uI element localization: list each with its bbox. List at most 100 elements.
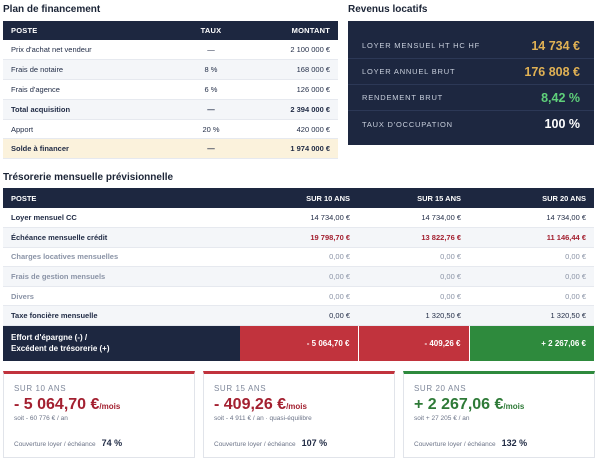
table-row: Frais de gestion mensuels 0,00 € 0,00 € …: [3, 266, 594, 287]
column-header-taux: TAUX: [186, 21, 236, 40]
row-label: Apport: [3, 119, 186, 140]
income-value: 176 808 €: [524, 64, 580, 79]
table-row: Frais de notaire 8 % 168 000 €: [3, 59, 338, 81]
income-row-annual-rent: LOYER ANNUEL BRUT 176 808 €: [348, 59, 594, 85]
row-label: Frais de notaire: [3, 59, 186, 81]
income-value: 100 %: [544, 117, 580, 131]
row-label: Total acquisition: [3, 99, 186, 120]
table-row-balance: Solde à financer — 1 974 000 €: [3, 138, 338, 160]
income-row-monthly-rent: LOYER MENSUEL HT HC HF 14 734 €: [348, 33, 594, 59]
row-label: Prix d'achat net vendeur: [3, 40, 186, 61]
row-label: Taxe foncière mensuelle: [3, 305, 240, 327]
row-value-20: 14 734,00 €: [469, 208, 594, 229]
card-amount-unit: /mois: [286, 402, 307, 411]
table-row: Divers 0,00 € 0,00 € 0,00 €: [3, 286, 594, 307]
row-value-10: 0,00 €: [240, 305, 358, 327]
card-amount-value: - 409,26 €: [214, 396, 287, 413]
card-coverage: Couverture loyer / échéance 74 %: [14, 438, 122, 448]
row-amount: 2 394 000 €: [236, 99, 338, 120]
row-value-10: 0,00 €: [240, 247, 358, 268]
card-subtitle: soit + 27 205 € / an: [414, 415, 470, 422]
coverage-value: 132 %: [501, 438, 528, 448]
row-value-20: 11 146,44 €: [469, 227, 594, 248]
row-value-10: 19 798,70 €: [240, 227, 358, 248]
row-value-10: 0,00 €: [240, 266, 358, 287]
summary-card-20-years: SUR 20 ANS + 2 267,06 €/mois soit + 27 2…: [403, 371, 595, 458]
table-row: Frais d'agence 6 % 126 000 €: [3, 79, 338, 100]
treasury-table: POSTE SUR 10 ANS SUR 15 ANS SUR 20 ANS L…: [3, 188, 594, 361]
income-label: LOYER MENSUEL HT HC HF: [362, 41, 481, 50]
row-rate: 8 %: [186, 59, 236, 81]
card-coverage: Couverture loyer / échéance 132 %: [414, 438, 527, 448]
column-header-poste: POSTE: [3, 188, 240, 208]
effort-value-15: - 409,26 €: [358, 325, 470, 361]
coverage-label: Couverture loyer / échéance: [214, 441, 296, 448]
row-label: Divers: [3, 286, 240, 307]
row-label: Loyer mensuel CC: [3, 208, 240, 229]
coverage-label: Couverture loyer / échéance: [14, 441, 96, 448]
rental-income-title: Revenus locatifs: [348, 4, 428, 15]
row-label: Échéance mensuelle crédit: [3, 227, 240, 248]
row-amount: 126 000 €: [236, 79, 338, 100]
treasury-title: Trésorerie mensuelle prévisionnelle: [3, 172, 174, 183]
table-row: Loyer mensuel CC 14 734,00 € 14 734,00 €…: [3, 208, 594, 229]
income-value: 14 734 €: [531, 38, 580, 53]
card-period: SUR 20 ANS: [414, 384, 467, 393]
coverage-label: Couverture loyer / échéance: [414, 441, 496, 448]
card-amount-unit: /mois: [503, 402, 525, 411]
row-amount: 1 974 000 €: [236, 138, 338, 160]
card-subtitle: soit - 60 776 € / an: [14, 415, 68, 422]
row-value-15: 0,00 €: [358, 247, 469, 268]
row-rate: 6 %: [186, 79, 236, 100]
table-row: Prix d'achat net vendeur — 2 100 000 €: [3, 40, 338, 61]
row-value-15: 13 822,76 €: [358, 227, 469, 248]
column-header-15-years: SUR 15 ANS: [358, 188, 469, 208]
card-amount: - 409,26 €/mois: [214, 396, 384, 414]
column-header-poste: POSTE: [3, 21, 186, 40]
table-row-effort: Effort d'épargne (-) / Excédent de tréso…: [3, 325, 594, 361]
row-amount: 168 000 €: [236, 59, 338, 81]
income-label: TAUX D'OCCUPATION: [362, 119, 453, 129]
column-header-montant: MONTANT: [236, 21, 338, 40]
table-row: Échéance mensuelle crédit 19 798,70 € 13…: [3, 227, 594, 248]
income-value: 8,42 %: [541, 90, 580, 105]
row-amount: 420 000 €: [236, 119, 338, 140]
table-row: Charges locatives mensuelles 0,00 € 0,00…: [3, 247, 594, 268]
financing-plan-title: Plan de financement: [3, 4, 101, 15]
row-value-15: 14 734,00 €: [358, 208, 469, 229]
card-amount-value: - 5 064,70 €: [14, 396, 100, 413]
card-amount-unit: /mois: [99, 402, 121, 411]
column-header-20-years: SUR 20 ANS: [469, 188, 594, 208]
row-value-20: 0,00 €: [469, 266, 594, 287]
summary-card-10-years: SUR 10 ANS - 5 064,70 €/mois soit - 60 7…: [3, 371, 195, 458]
row-rate: —: [186, 138, 236, 160]
row-label: Solde à financer: [3, 138, 186, 160]
row-label: Charges locatives mensuelles: [3, 247, 240, 268]
row-value-15: 0,00 €: [358, 266, 469, 287]
table-header-row: POSTE SUR 10 ANS SUR 15 ANS SUR 20 ANS: [3, 188, 594, 208]
income-row-occupancy: TAUX D'OCCUPATION 100 %: [348, 111, 594, 137]
row-value-20: 0,00 €: [469, 286, 594, 307]
row-rate: —: [186, 40, 236, 61]
row-value-20: 1 320,50 €: [469, 305, 594, 327]
coverage-value: 74 %: [101, 438, 123, 448]
card-subtitle: soit - 4 911 € / an · quasi-équilibre: [214, 415, 312, 422]
income-label: RENDEMENT BRUT: [362, 93, 444, 102]
row-amount: 2 100 000 €: [236, 40, 338, 61]
row-label: Frais d'agence: [3, 79, 186, 100]
row-rate: —: [186, 99, 236, 120]
rental-income-panel: LOYER MENSUEL HT HC HF 14 734 € LOYER AN…: [348, 21, 594, 145]
column-header-10-years: SUR 10 ANS: [240, 188, 358, 208]
effort-label-line1: Effort d'épargne (-) /: [11, 333, 88, 343]
table-row-total: Total acquisition — 2 394 000 €: [3, 99, 338, 120]
effort-value-20: + 2 267,06 €: [469, 325, 594, 361]
coverage-value: 107 %: [301, 438, 328, 448]
row-rate: 20 %: [186, 119, 236, 140]
effort-value-10: - 5 064,70 €: [240, 325, 359, 361]
financing-plan-table: POSTE TAUX MONTANT Prix d'achat net vend…: [3, 21, 338, 160]
table-header-row: POSTE TAUX MONTANT: [3, 21, 338, 40]
row-value-20: 0,00 €: [469, 247, 594, 268]
table-row: Taxe foncière mensuelle 0,00 € 1 320,50 …: [3, 305, 594, 327]
card-amount: + 2 267,06 €/mois: [414, 396, 584, 414]
card-amount: - 5 064,70 €/mois: [14, 396, 184, 414]
